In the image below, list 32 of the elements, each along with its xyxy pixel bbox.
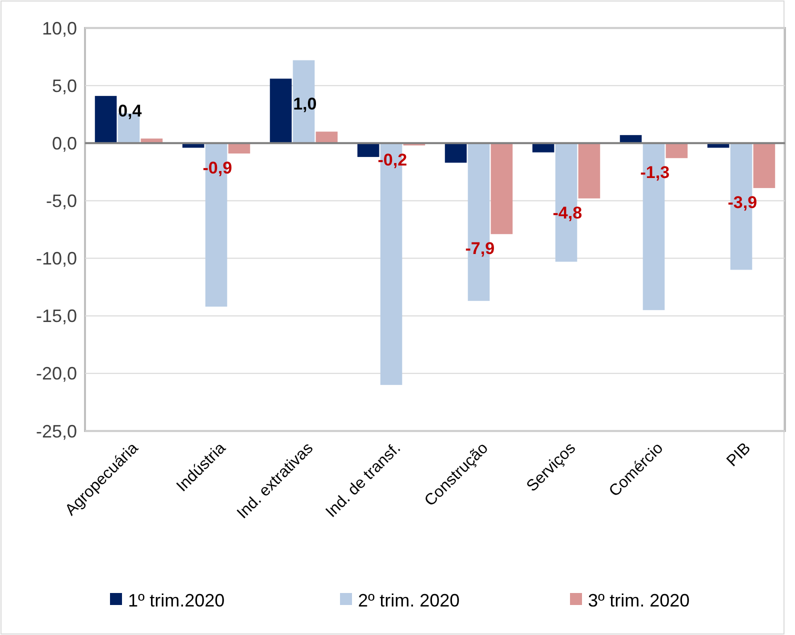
bar xyxy=(490,143,513,234)
bar xyxy=(444,143,467,163)
bar xyxy=(357,143,380,157)
bar xyxy=(292,60,315,144)
data-label: 0,4 xyxy=(118,102,142,121)
y-tick-label: 0,0 xyxy=(52,133,77,154)
y-tick-label: -10,0 xyxy=(36,248,77,269)
bar xyxy=(228,143,250,154)
bar xyxy=(316,132,338,144)
bar xyxy=(666,143,688,158)
legend-label: 2º trim. 2020 xyxy=(358,590,460,610)
bar xyxy=(94,96,117,144)
y-tick-label: -25,0 xyxy=(36,421,77,442)
data-label: 1,0 xyxy=(293,94,317,114)
bar xyxy=(532,143,554,152)
data-label: -0,9 xyxy=(202,158,232,178)
y-tick-label: -5,0 xyxy=(46,191,77,212)
data-label: -3,9 xyxy=(728,193,758,212)
y-tick-label: -15,0 xyxy=(36,306,77,326)
data-label: -4,8 xyxy=(552,203,582,222)
data-label: -0,2 xyxy=(378,150,408,170)
y-tick-label: -20,0 xyxy=(36,364,77,384)
x-tick-label: PIB xyxy=(724,440,754,470)
data-label: -7,9 xyxy=(465,239,495,258)
y-tick-label: 10,0 xyxy=(42,18,77,38)
bar xyxy=(578,143,600,198)
bar xyxy=(753,143,776,188)
y-tick-label: 5,0 xyxy=(52,76,77,96)
legend-label: 3º trim. 2020 xyxy=(588,590,690,610)
data-label: -1,3 xyxy=(640,163,670,182)
legend-label: 1º trim.2020 xyxy=(128,590,225,610)
bar xyxy=(270,78,292,144)
